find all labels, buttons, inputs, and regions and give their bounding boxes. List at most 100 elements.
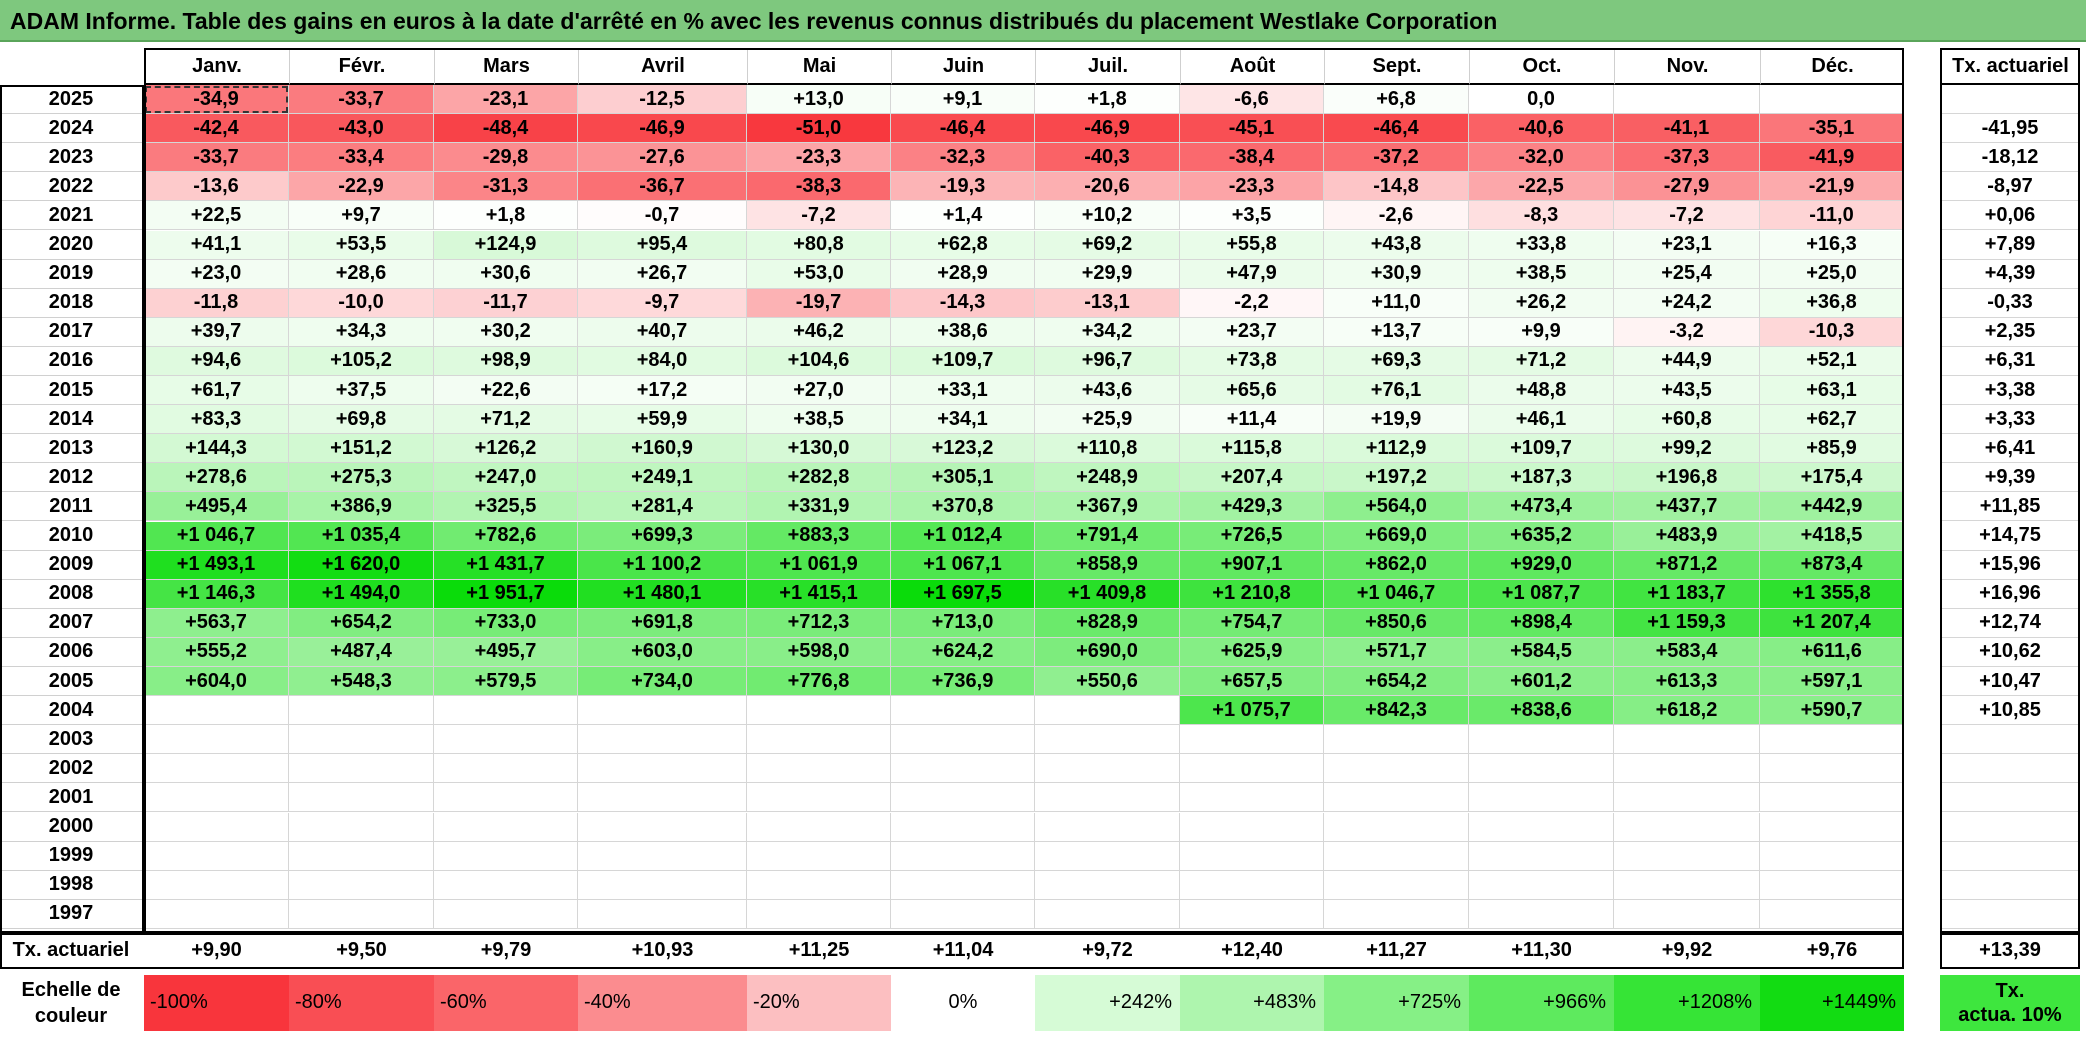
table-cell: +1 159,3 [1614, 608, 1760, 638]
table-cell [1469, 870, 1614, 900]
table-cell [1614, 783, 1760, 813]
table-cell: +1 146,3 [144, 579, 289, 609]
table-cell [1180, 899, 1324, 929]
rate-cell: +15,96 [1940, 551, 2080, 580]
table-cell: +1,8 [434, 201, 578, 231]
table-cell [144, 696, 289, 726]
table-cell: -40,6 [1469, 114, 1614, 144]
month-header: Août [1180, 48, 1324, 85]
table-cell: +1 409,8 [1035, 579, 1180, 609]
table-cell: +624,2 [891, 637, 1035, 667]
table-cell: -13,6 [144, 172, 289, 202]
table-cell [1614, 725, 1760, 755]
table-cell: +1 620,0 [289, 550, 434, 580]
table-cell: +370,8 [891, 492, 1035, 522]
scale-step: -60% [434, 974, 578, 1031]
table-cell: +635,2 [1469, 521, 1614, 551]
table-cell: +473,4 [1469, 492, 1614, 522]
rate-cell: +4,39 [1940, 260, 2080, 289]
table-cell: +39,7 [144, 317, 289, 347]
table-cell: +248,9 [1035, 463, 1180, 493]
rate-cell: +10,62 [1940, 638, 2080, 667]
table-cell [747, 754, 891, 784]
table-cell: +282,8 [747, 463, 891, 493]
table-cell: +791,4 [1035, 521, 1180, 551]
table-cell [1324, 725, 1469, 755]
table-cell: -2,6 [1324, 201, 1469, 231]
table-cell: +94,6 [144, 346, 289, 376]
table-cell: +19,9 [1324, 405, 1469, 435]
table-cell: +487,4 [289, 637, 434, 667]
table-cell: +418,5 [1760, 521, 1904, 551]
month-header: Sept. [1324, 48, 1469, 85]
rate-cell [1940, 754, 2080, 784]
table-cell [434, 754, 578, 784]
footer-rate: +9,92 [1661, 939, 1713, 962]
year-label: 2018 [0, 289, 142, 318]
table-cell: +325,5 [434, 492, 578, 522]
table-cell: +858,9 [1035, 550, 1180, 580]
table-cell [434, 899, 578, 929]
table-cell [1614, 899, 1760, 929]
table-cell [1614, 85, 1760, 115]
table-cell: +713,0 [891, 608, 1035, 638]
table-cell: +281,4 [578, 492, 747, 522]
table-cell: +657,5 [1180, 667, 1324, 697]
table-cell: +59,9 [578, 405, 747, 435]
table-cell [1035, 841, 1180, 871]
rate-cell: +7,89 [1940, 231, 2080, 260]
table-cell: -45,1 [1180, 114, 1324, 144]
footer-rate: +11,25 [788, 939, 850, 962]
table-cell: +130,0 [747, 434, 891, 464]
table-cell: +62,7 [1760, 405, 1904, 435]
table-cell: -46,4 [891, 114, 1035, 144]
table-cell: +495,4 [144, 492, 289, 522]
table-cell: +442,9 [1760, 492, 1904, 522]
table-cell: -10,0 [289, 288, 434, 318]
table-cell: +429,3 [1180, 492, 1324, 522]
table-cell: -51,0 [747, 114, 891, 144]
table-cell [144, 725, 289, 755]
footer-rate: +9,76 [1806, 939, 1858, 962]
table-cell [1324, 783, 1469, 813]
table-cell: -23,3 [1180, 172, 1324, 202]
table-cell [1035, 870, 1180, 900]
table-cell: +776,8 [747, 667, 891, 697]
table-cell: +62,8 [891, 230, 1035, 260]
table-cell [891, 725, 1035, 755]
year-label: 2013 [0, 434, 142, 464]
table-cell: +69,3 [1324, 346, 1469, 376]
year-label: 2021 [0, 201, 142, 231]
table-cell: -46,4 [1324, 114, 1469, 144]
month-header: Juil. [1035, 48, 1180, 85]
table-cell: -41,1 [1614, 114, 1760, 144]
table-cell: -11,7 [434, 288, 578, 318]
table-cell: +43,6 [1035, 376, 1180, 406]
table-cell: +734,0 [578, 667, 747, 697]
rate-cell: +2,35 [1940, 318, 2080, 347]
table-cell: +28,6 [289, 259, 434, 289]
table-cell [144, 841, 289, 871]
table-cell: -34,9 [144, 85, 289, 115]
table-cell [289, 899, 434, 929]
table-cell: +43,8 [1324, 230, 1469, 260]
table-cell: -7,2 [1614, 201, 1760, 231]
rate-cell: -18,12 [1940, 143, 2080, 173]
table-cell: +604,0 [144, 667, 289, 697]
table-cell: +115,8 [1180, 434, 1324, 464]
scale-step: +1208% [1614, 974, 1760, 1031]
table-cell: +47,9 [1180, 259, 1324, 289]
rate-cell [1940, 85, 2080, 115]
month-header: Oct. [1469, 48, 1614, 85]
table-cell: -40,3 [1035, 143, 1180, 173]
year-label: 2004 [0, 696, 142, 726]
table-cell: -9,7 [578, 288, 747, 318]
scale-label-line1: Echelle de [21, 978, 121, 1001]
table-cell: +690,0 [1035, 637, 1180, 667]
footer-label: Tx. actuariel [12, 939, 130, 962]
table-cell: +9,9 [1469, 317, 1614, 347]
table-cell: +10,2 [1035, 201, 1180, 231]
table-cell: +99,2 [1614, 434, 1760, 464]
rate-cell [1940, 783, 2080, 813]
table-cell: +85,9 [1760, 434, 1904, 464]
